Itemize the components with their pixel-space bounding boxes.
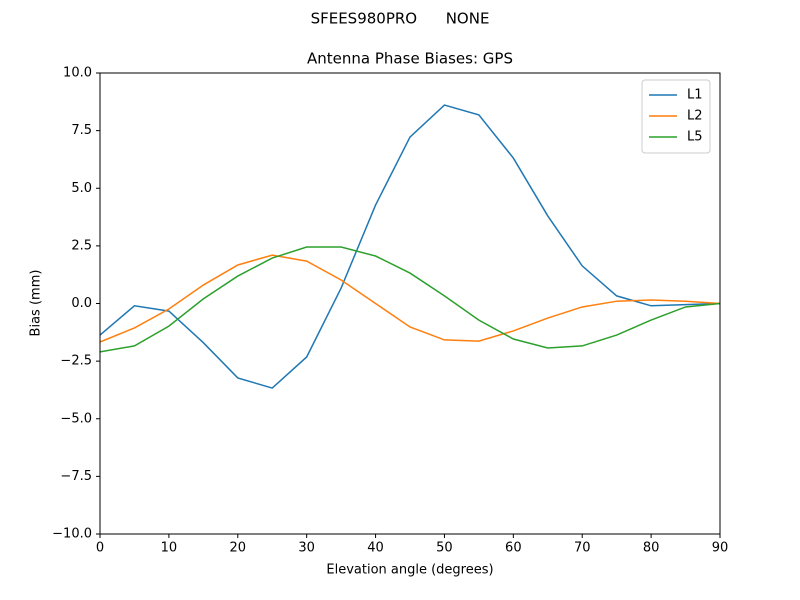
chart-title: Antenna Phase Biases: GPS (307, 50, 513, 68)
line-series (99, 254, 721, 343)
x-tick-label: 60 (505, 541, 522, 556)
y-tick-label: 0.0 (71, 296, 92, 311)
x-tick-label: 30 (298, 541, 315, 556)
x-tick-label: 90 (712, 541, 729, 556)
y-tick-label: 7.5 (71, 123, 92, 138)
legend-label: L5 (687, 130, 703, 145)
y-tick-label: 2.5 (71, 238, 92, 253)
x-tick-label: 10 (161, 541, 178, 556)
plot-frame (99, 72, 721, 535)
x-tick-label: 80 (643, 541, 660, 556)
line-series (99, 104, 721, 389)
y-tick-label: −5.0 (60, 411, 92, 426)
x-tick-label: 70 (574, 541, 591, 556)
legend-label: L2 (687, 109, 703, 124)
line-series (99, 246, 721, 353)
x-axis-label: Elevation angle (degrees) (326, 563, 493, 578)
x-tick-label: 50 (436, 541, 453, 556)
x-tick-label: 40 (367, 541, 384, 556)
suptitle: SFEES980PRO NONE (311, 10, 490, 28)
legend: L1 L2 L5 (641, 79, 711, 154)
x-tick-label: 20 (230, 541, 247, 556)
y-axis-label: Bias (mm) (29, 270, 44, 337)
y-tick-label: −2.5 (60, 354, 92, 369)
y-tick-label: 10.0 (63, 66, 92, 81)
x-tick-label: 0 (96, 541, 104, 556)
y-tick-label: −7.5 (60, 469, 92, 484)
y-tick-label: −10.0 (52, 527, 92, 542)
y-tick-label: 5.0 (71, 181, 92, 196)
legend-label: L1 (687, 88, 703, 103)
